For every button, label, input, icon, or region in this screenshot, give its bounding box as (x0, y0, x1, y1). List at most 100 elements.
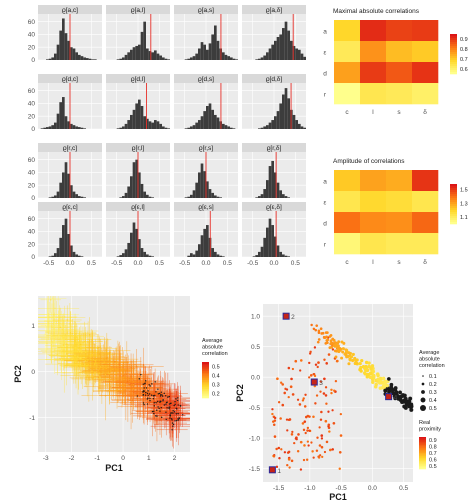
heatmap-cell (334, 191, 361, 213)
hist-bar (64, 218, 68, 257)
legend-gradient (450, 212, 457, 215)
heatmap-cell (412, 62, 439, 84)
heatmap-cell (334, 20, 361, 42)
data-point (62, 344, 65, 346)
data-point (51, 341, 53, 343)
data-point (78, 355, 81, 357)
legend-tick: 0.2 (212, 392, 220, 398)
data-point (152, 395, 155, 397)
data-point (304, 393, 307, 396)
legend-gradient (450, 64, 457, 67)
data-point (165, 418, 167, 421)
hist-bar (78, 54, 81, 60)
y-tick-label: 1 (31, 323, 35, 330)
data-point (59, 326, 62, 329)
data-point (409, 407, 414, 412)
data-point (291, 367, 295, 371)
hist-panel: ϱ[ε,δ] -0.5 0.0 0.5 (242, 202, 306, 267)
data-point (124, 380, 126, 382)
x-tick-label: 0.0 (65, 260, 74, 267)
hist-panel: ϱ[d,l] (106, 74, 170, 130)
data-point (86, 374, 88, 377)
data-point (61, 328, 64, 331)
data-point (174, 403, 176, 406)
data-point (308, 415, 311, 418)
hist-bar (67, 173, 70, 198)
data-point (291, 393, 295, 396)
data-point (347, 362, 351, 366)
hist-bar (266, 227, 269, 257)
hist-panel: ϱ[a,s] (174, 5, 238, 61)
data-point (97, 376, 100, 379)
legend-gradient (419, 449, 426, 452)
data-point (287, 418, 291, 422)
color-legend-title: Real (419, 420, 430, 426)
col-label: c (345, 259, 349, 266)
strip-background (38, 5, 102, 14)
data-point (308, 376, 311, 379)
heatmap-cell (412, 20, 439, 42)
data-point (73, 334, 76, 337)
row-label: r (324, 92, 327, 99)
data-point (153, 405, 155, 407)
hist-bar (127, 242, 130, 257)
hist-bar (62, 225, 65, 257)
hist-bar (200, 235, 204, 257)
y-tick-label: 40 (28, 32, 36, 39)
data-point (147, 394, 149, 396)
legend-gradient (450, 60, 457, 63)
hist-bar (287, 30, 290, 60)
data-point (124, 384, 126, 386)
data-point (328, 335, 332, 338)
legend-tick: 1.3 (460, 201, 468, 207)
size-legend-value: 0.1 (429, 374, 437, 380)
data-point (177, 419, 180, 421)
data-point (130, 376, 132, 378)
data-point (296, 398, 300, 401)
data-point (334, 343, 338, 347)
legend-gradient (450, 186, 457, 189)
data-point (46, 316, 49, 318)
data-point (166, 407, 168, 409)
data-point (310, 441, 313, 444)
data-point (314, 402, 317, 405)
data-point (162, 399, 164, 401)
hist-bar (274, 116, 277, 129)
data-point (288, 466, 291, 469)
x-tick-label: -0.5 (247, 260, 259, 267)
data-point (277, 401, 281, 404)
legend-gradient (450, 200, 457, 203)
data-point (65, 363, 68, 365)
heatmap-cell (334, 62, 361, 84)
size-legend-dot (421, 382, 425, 386)
hist-bar (124, 192, 128, 198)
data-point (87, 338, 89, 341)
data-point (338, 467, 341, 470)
data-point (365, 372, 370, 377)
data-point (168, 408, 170, 410)
data-point (320, 437, 324, 440)
strip-label: ϱ[d,l] (131, 76, 145, 83)
hist-bar (70, 245, 73, 257)
y-tick-label: 20 (28, 241, 36, 248)
hist-bar (75, 254, 78, 257)
hist-panel: ϱ[a,l] (106, 5, 170, 61)
y-axis-label: PC2 (235, 384, 245, 402)
data-point (92, 378, 94, 380)
hist-bar (62, 18, 65, 60)
data-point (63, 335, 65, 338)
data-point (74, 360, 77, 362)
hist-bar (72, 125, 76, 129)
legend-gradient (450, 62, 457, 65)
data-point (69, 323, 71, 325)
data-point (317, 329, 321, 333)
legend-gradient (419, 443, 426, 446)
hist-bar (67, 40, 70, 60)
strip-background (242, 74, 306, 83)
data-point (69, 329, 71, 331)
data-point (72, 355, 75, 357)
data-point (58, 316, 61, 319)
legend-gradient (450, 196, 457, 199)
size-legend-dot (422, 375, 424, 377)
data-point (140, 373, 142, 376)
